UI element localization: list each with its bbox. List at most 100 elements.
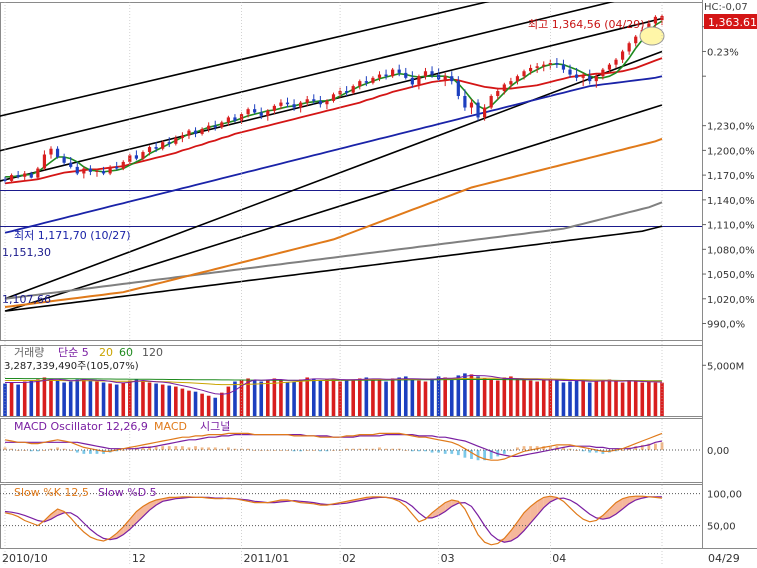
volume-bar-17 xyxy=(114,384,119,416)
volume-bar-28 xyxy=(187,390,191,416)
volume-bar-96 xyxy=(633,381,638,416)
macd-osc-bar-83 xyxy=(548,446,552,450)
candle-body-36 xyxy=(239,114,244,121)
candle-body-20 xyxy=(134,155,138,159)
volume-bar-100 xyxy=(660,382,664,416)
candle-body-92 xyxy=(607,64,612,70)
volume-bar-55 xyxy=(364,377,369,416)
macd-osc-bar-82 xyxy=(542,446,546,450)
volume-bar-33 xyxy=(220,392,224,416)
macd-osc-bar-67 xyxy=(443,450,447,454)
macd-tick-label: 0,00 xyxy=(707,446,729,457)
volume-bar-0 xyxy=(3,383,7,416)
candle-body-13 xyxy=(88,168,93,172)
candle-body-56 xyxy=(371,77,375,83)
volume-bar-27 xyxy=(180,388,185,416)
macd-osc-bar-55 xyxy=(364,448,368,450)
channel-line-1 xyxy=(0,2,490,117)
volume-bar-66 xyxy=(436,376,441,416)
macd-osc-bar-28 xyxy=(187,447,191,450)
volume-bar-56 xyxy=(371,379,375,416)
candle-body-47 xyxy=(312,99,316,101)
stoch-fill-seg-91 xyxy=(602,509,610,520)
price-tick-label-9: 1,080,0% xyxy=(707,245,755,256)
candle-body-55 xyxy=(364,81,368,83)
volume-bar-3 xyxy=(22,381,27,416)
macd-osc-bar-66 xyxy=(437,450,441,453)
volume-bar-91 xyxy=(601,380,605,416)
candle-body-21 xyxy=(141,152,145,159)
candle-body-45 xyxy=(299,102,303,108)
macd-osc-bar-14 xyxy=(95,450,99,454)
candle-body-85 xyxy=(561,64,566,70)
macd-osc-bar-93 xyxy=(614,450,618,452)
macd-osc-bar-79 xyxy=(522,446,526,450)
volume-bar-65 xyxy=(430,378,434,416)
macd-osc-bar-71 xyxy=(470,450,473,459)
candle-body-29 xyxy=(193,130,198,134)
macd-osc-bar-69 xyxy=(456,450,460,456)
macd-axis: 0,00 xyxy=(0,446,729,457)
candle-body-64 xyxy=(423,71,428,77)
macd-osc-bar-7 xyxy=(49,448,53,450)
x-tick-label-1: 12 xyxy=(132,552,146,565)
volume-bar-36 xyxy=(239,379,244,416)
price-axis: 0.23% 1,230,0% 1,200,0% 1,170,0% 1,140,0% 1,1… xyxy=(702,26,755,331)
current-price-box xyxy=(704,14,757,29)
volume-legend-1: 단순 5 xyxy=(58,346,89,359)
macd-osc-bar-29 xyxy=(194,446,197,450)
candle-body-83 xyxy=(548,63,552,65)
volume-bar-7 xyxy=(49,378,53,416)
x-tick-label-6: 04/29 xyxy=(708,552,740,565)
volume-bar-67 xyxy=(443,377,447,416)
macd-osc-bar-38 xyxy=(253,450,257,451)
volume-bar-90 xyxy=(594,381,599,416)
volume-bar-6 xyxy=(42,377,47,416)
candle-body-87 xyxy=(574,74,579,78)
volume-bar-41 xyxy=(272,378,277,416)
volume-bar-16 xyxy=(108,383,112,416)
candle-body-38 xyxy=(253,109,257,113)
macd-osc-bar-81 xyxy=(535,446,539,450)
stoch-d-line xyxy=(4,496,662,543)
volume-bar-99 xyxy=(653,382,658,416)
volume-bar-87 xyxy=(574,379,579,416)
volume-bar-13 xyxy=(88,380,93,416)
volume-ma5-line xyxy=(5,374,663,395)
volume-bar-73 xyxy=(482,378,487,416)
candle-body-9 xyxy=(62,156,66,163)
stoch-legend-0: Slow %K 12,5 xyxy=(14,486,89,499)
volume-bar-10 xyxy=(68,381,73,416)
candle-body-35 xyxy=(233,117,237,121)
candle-body-41 xyxy=(272,105,276,111)
candle-body-69 xyxy=(456,81,460,96)
macd-osc-bar-32 xyxy=(213,447,217,450)
macd-osc-bar-68 xyxy=(450,450,454,454)
macd-osc-bar-41 xyxy=(272,450,276,451)
volume-bar-50 xyxy=(331,378,336,416)
volume-bar-63 xyxy=(417,380,421,416)
candle-body-37 xyxy=(246,109,250,115)
volume-bar-92 xyxy=(607,379,612,416)
candle-body-27 xyxy=(180,135,184,139)
volume-bar-20 xyxy=(134,379,139,416)
volume-bar-89 xyxy=(587,382,592,416)
candle-body-14 xyxy=(95,171,99,172)
price-tick-label-5: 1,200,0% xyxy=(707,146,755,157)
macd-osc-bar-34 xyxy=(226,447,230,450)
candle-body-15 xyxy=(101,171,106,174)
candle-body-57 xyxy=(377,74,382,78)
macd-legend-1: MACD xyxy=(154,420,187,433)
high-annotation: 최고 1,364,56 (04/29) xyxy=(528,18,645,31)
candle-body-62 xyxy=(410,77,414,85)
volume-bar-53 xyxy=(351,379,356,416)
stoch-fill-seg-77 xyxy=(510,521,518,541)
volume-bar-2 xyxy=(16,384,20,416)
volume-bar-59 xyxy=(390,378,395,416)
volume-bar-76 xyxy=(502,377,507,416)
candle-body-88 xyxy=(581,76,585,78)
volume-bar-8 xyxy=(55,380,60,416)
candle-body-44 xyxy=(292,104,296,108)
candle-body-40 xyxy=(266,110,270,116)
